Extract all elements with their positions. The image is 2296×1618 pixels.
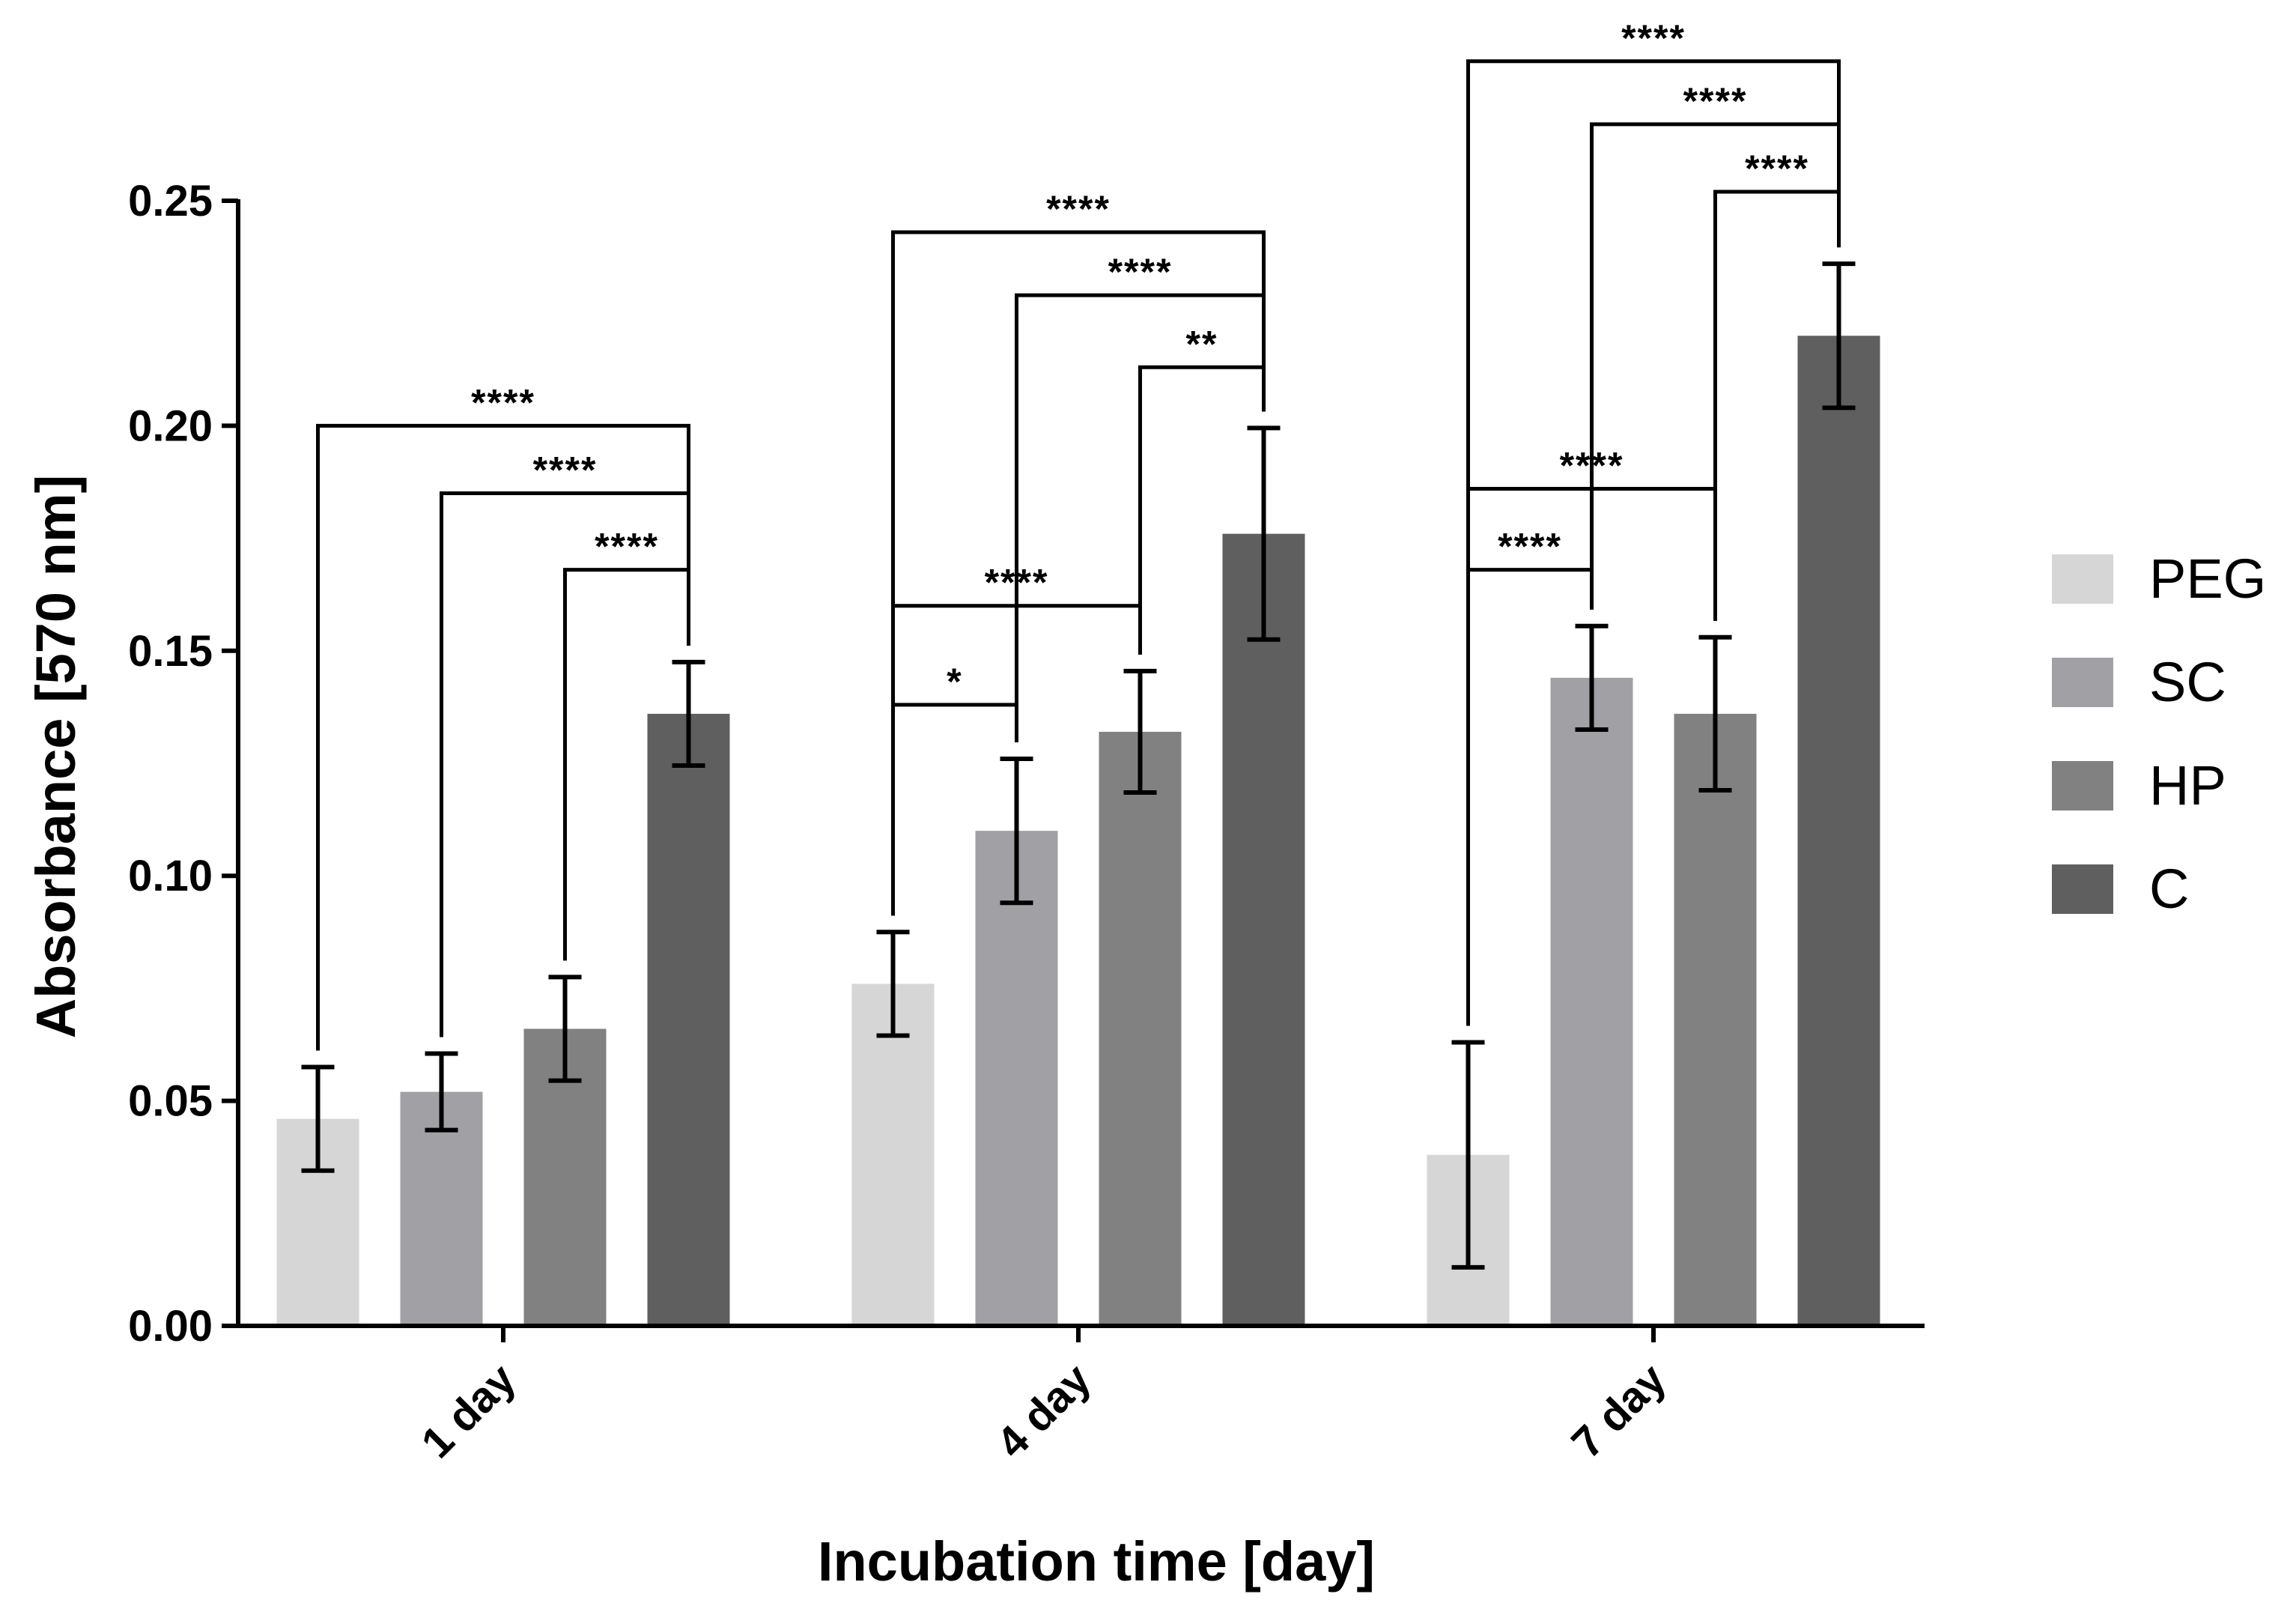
error-bar-hp-3 bbox=[1698, 634, 1732, 793]
bar-c-1 bbox=[647, 713, 730, 1326]
error-bar-sc-3 bbox=[1575, 623, 1609, 732]
error-bar-peg-3 bbox=[1451, 1040, 1485, 1270]
significance-label: **** bbox=[595, 526, 659, 568]
bar-hp-2 bbox=[1099, 731, 1182, 1326]
y-axis-title: Absorbance [570 nm] bbox=[25, 475, 87, 1039]
y-tick-label: 0.05 bbox=[128, 1077, 213, 1126]
x-axis-title: Incubation time [day] bbox=[818, 1530, 1375, 1593]
significance-label: **** bbox=[985, 562, 1049, 604]
y-tick-label: 0.15 bbox=[128, 627, 213, 676]
significance-label: **** bbox=[533, 449, 598, 491]
significance-bracket bbox=[316, 423, 690, 1051]
y-tick-label: 0.20 bbox=[128, 402, 213, 450]
significance-label: * bbox=[947, 661, 962, 703]
bar-hp-3 bbox=[1674, 713, 1757, 1326]
significance-label: **** bbox=[1621, 17, 1686, 59]
significance-label: **** bbox=[1560, 445, 1624, 487]
significance-bracket bbox=[563, 568, 690, 961]
significance-bracket bbox=[1466, 568, 1594, 1026]
legend-swatch-hp bbox=[2052, 761, 2113, 810]
y-tick-label: 0.00 bbox=[128, 1302, 213, 1351]
error-bar-c-3 bbox=[1822, 261, 1856, 410]
legend-swatch-sc bbox=[2052, 658, 2113, 707]
bar-c-3 bbox=[1797, 336, 1880, 1326]
bar-peg-2 bbox=[851, 984, 935, 1326]
error-bar-hp-2 bbox=[1123, 668, 1157, 796]
legend-swatch-c bbox=[2052, 864, 2113, 914]
error-bar-c-2 bbox=[1247, 425, 1281, 642]
legend-swatch-peg bbox=[2052, 554, 2113, 604]
y-tick-label: 0.10 bbox=[128, 852, 213, 900]
y-tick-label: 0.25 bbox=[128, 177, 213, 225]
legend-label-sc: SC bbox=[2149, 651, 2226, 713]
error-bar-c-1 bbox=[672, 659, 705, 769]
x-tick-label: 1 day bbox=[412, 1354, 525, 1467]
significance-label: **** bbox=[1745, 148, 1809, 190]
error-bar-peg-1 bbox=[301, 1064, 335, 1173]
significance-label: **** bbox=[1498, 526, 1562, 568]
legend-label-peg: PEG bbox=[2149, 548, 2266, 610]
bar-sc-3 bbox=[1550, 677, 1633, 1326]
significance-label: **** bbox=[1108, 251, 1173, 293]
significance-label: **** bbox=[471, 381, 535, 423]
legend-label-hp: HP bbox=[2149, 754, 2226, 816]
legend-label-c: C bbox=[2149, 858, 2189, 920]
significance-bracket bbox=[1015, 293, 1266, 742]
significance-label: **** bbox=[1046, 188, 1111, 230]
error-bar-hp-1 bbox=[548, 975, 582, 1083]
x-tick-label: 4 day bbox=[987, 1354, 1100, 1467]
significance-label: **** bbox=[1683, 80, 1748, 122]
bar-sc-2 bbox=[975, 831, 1058, 1326]
error-bar-peg-2 bbox=[876, 930, 910, 1038]
error-bar-sc-1 bbox=[425, 1051, 458, 1133]
significance-bracket bbox=[891, 703, 1018, 916]
x-tick-label: 7 day bbox=[1562, 1354, 1675, 1467]
significance-label: ** bbox=[1186, 323, 1218, 365]
bar-c-2 bbox=[1222, 533, 1305, 1326]
significance-bracket bbox=[1713, 190, 1841, 621]
significance-bracket bbox=[1590, 122, 1841, 610]
error-bar-sc-2 bbox=[1000, 756, 1033, 906]
significance-bracket bbox=[1138, 365, 1266, 655]
